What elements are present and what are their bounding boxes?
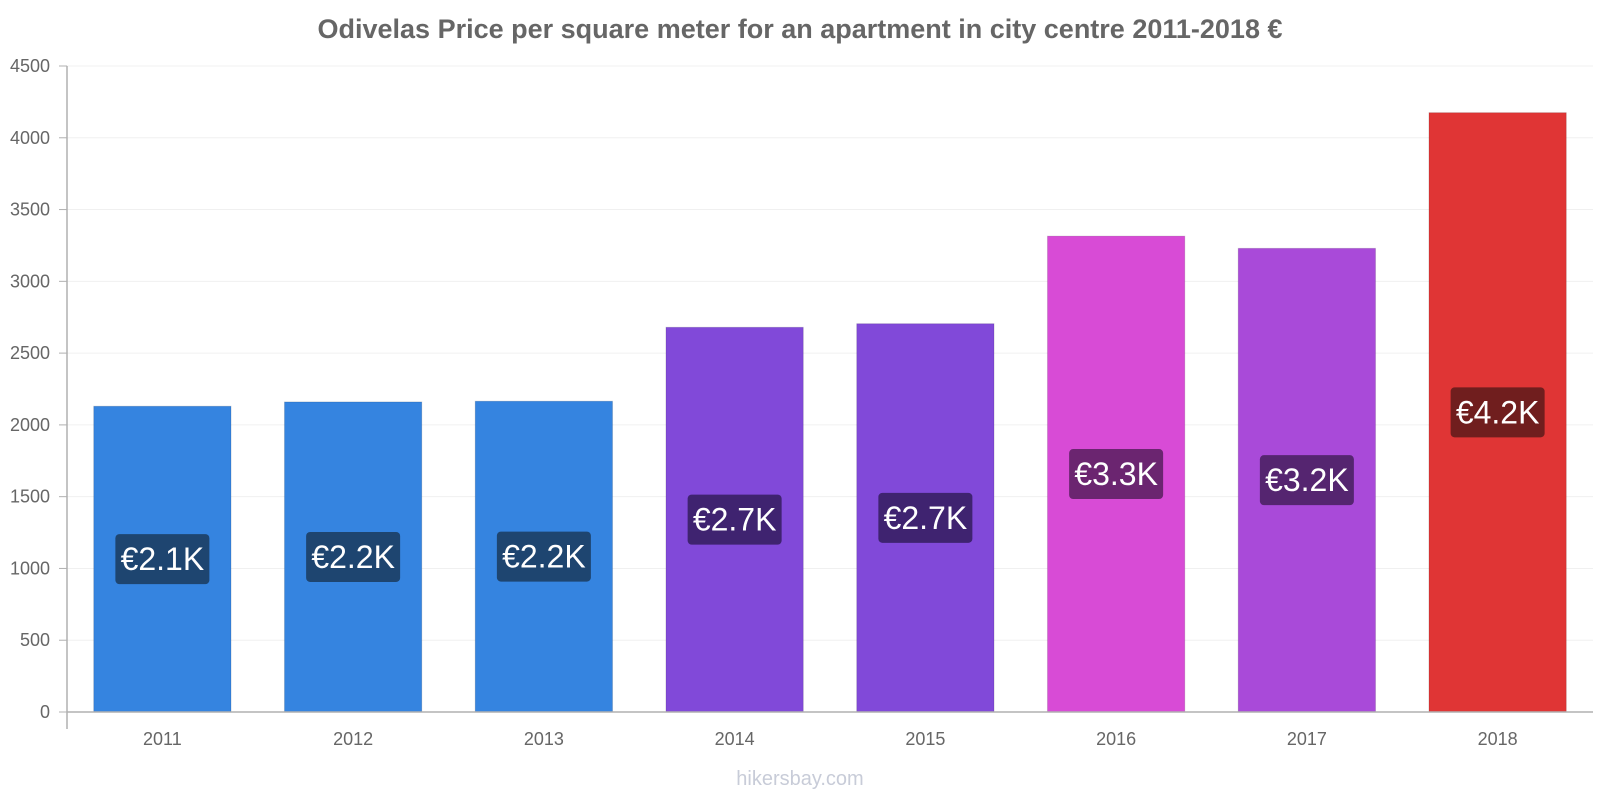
- y-tick-label: 3000: [10, 271, 50, 291]
- y-tick-label: 4500: [10, 56, 50, 76]
- data-label-box: [1450, 387, 1545, 438]
- x-tick-label: 2016: [1096, 729, 1136, 749]
- data-label-box: [306, 531, 401, 582]
- watermark: hikersbay.com: [736, 768, 864, 790]
- data-label: €2.1K: [121, 541, 205, 577]
- x-tick-label: 2017: [1287, 729, 1327, 749]
- y-tick-label: 1500: [10, 487, 50, 507]
- data-label: €3.3K: [1074, 456, 1158, 492]
- data-label-box: [1259, 455, 1354, 506]
- y-tick-label: 0: [40, 702, 50, 722]
- data-label-box: [878, 492, 973, 543]
- x-tick-label: 2014: [715, 729, 755, 749]
- x-tick-label: 2015: [905, 729, 945, 749]
- data-label: €2.2K: [311, 539, 395, 575]
- data-label: €2.7K: [693, 502, 777, 538]
- x-tick-label: 2018: [1478, 729, 1518, 749]
- x-tick-label: 2013: [524, 729, 564, 749]
- data-label-box: [687, 494, 782, 545]
- data-label: €4.2K: [1456, 394, 1540, 430]
- data-label-box: [1069, 449, 1164, 500]
- y-tick-label: 3500: [10, 200, 50, 220]
- data-label-box: [115, 534, 210, 585]
- y-tick-label: 4000: [10, 128, 50, 148]
- chart-title: Odivelas Price per square meter for an a…: [317, 14, 1283, 44]
- x-tick-label: 2012: [333, 729, 373, 749]
- y-tick-label: 1000: [10, 558, 50, 578]
- x-tick-label: 2011: [143, 729, 182, 749]
- data-label: €2.7K: [884, 500, 968, 536]
- data-label-box: [496, 531, 591, 582]
- data-label: €2.2K: [502, 539, 586, 575]
- y-tick-label: 500: [20, 630, 50, 650]
- y-tick-label: 2000: [10, 415, 50, 435]
- y-tick-label: 2500: [10, 343, 50, 363]
- data-label: €3.2K: [1265, 462, 1349, 498]
